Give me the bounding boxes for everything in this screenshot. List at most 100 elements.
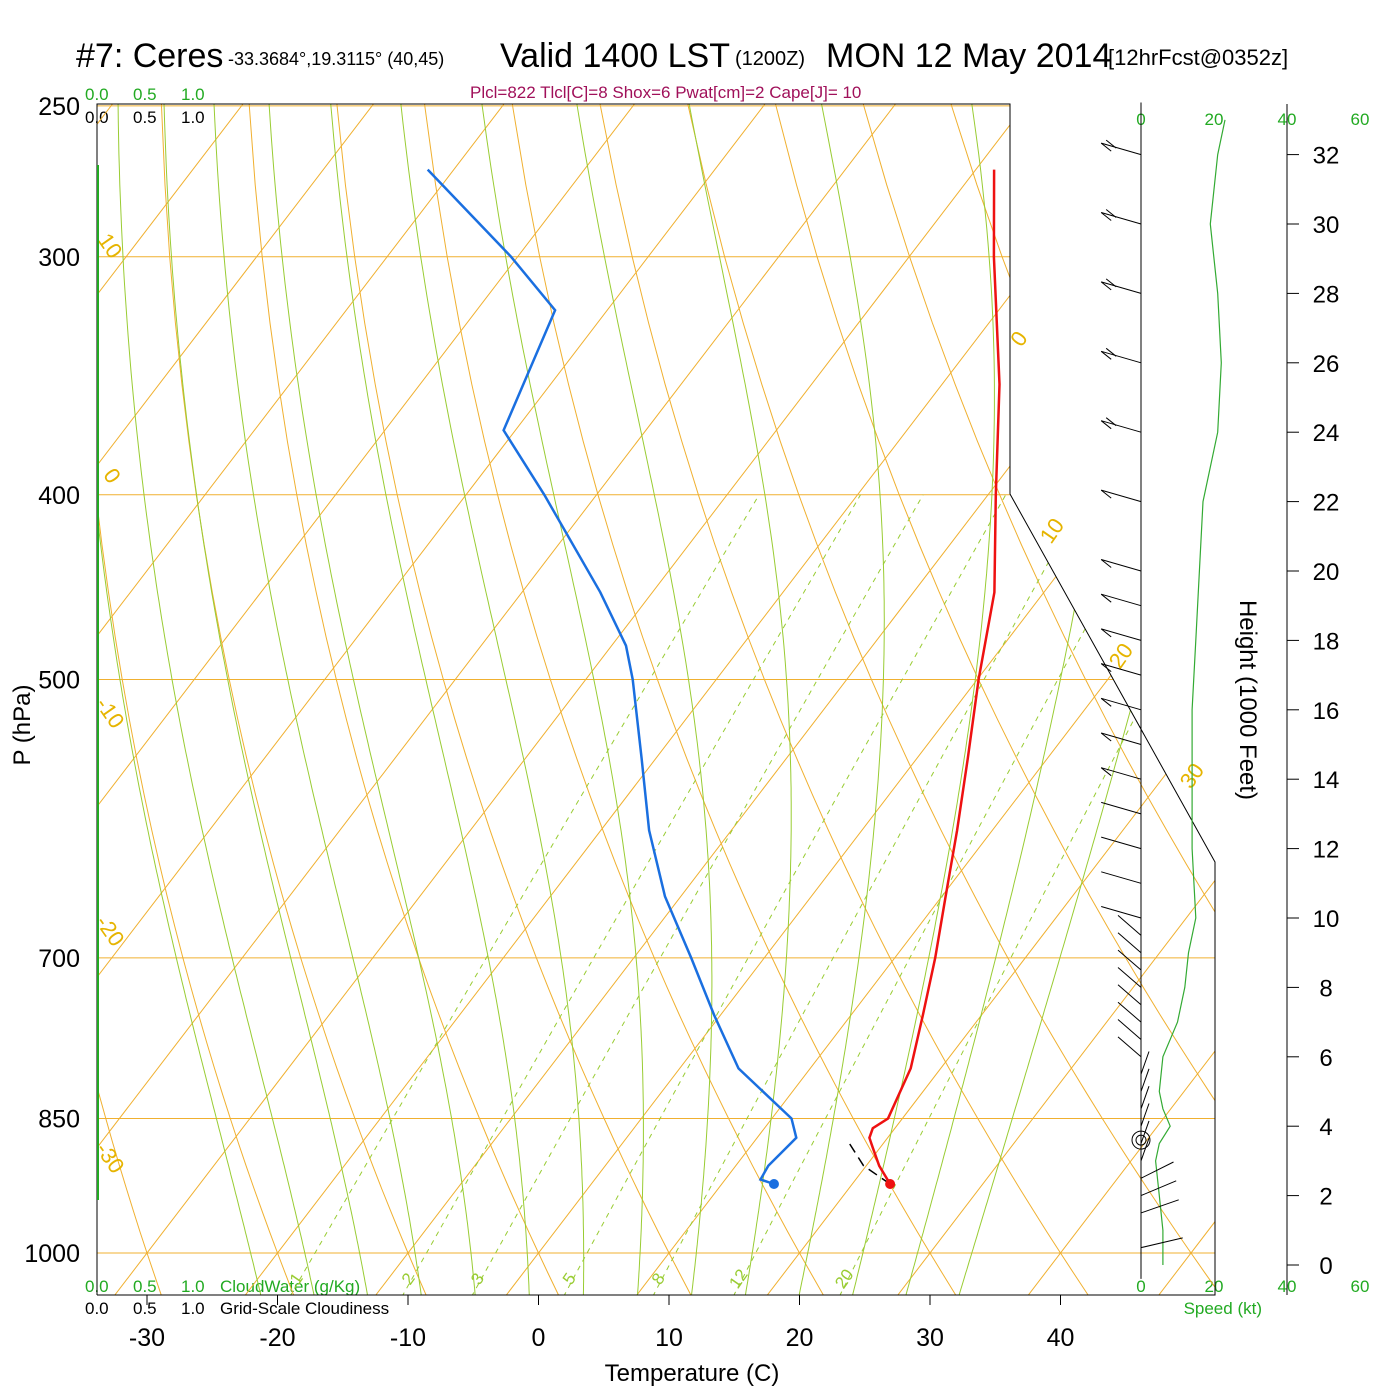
isotherm-label: 10 xyxy=(1035,514,1070,548)
dry-adiabat xyxy=(241,104,578,1295)
x-tick-label: -30 xyxy=(129,1324,165,1352)
wind-barb-flag xyxy=(1100,142,1112,152)
wind-barb xyxy=(1101,350,1142,364)
height-tick-label: 12 xyxy=(1313,837,1340,864)
height-tick-label: 30 xyxy=(1313,212,1340,239)
axis-ticks: -30 -20 -10 0 10 20 30 402503004005007008501000… xyxy=(24,93,1339,1352)
wind-barb xyxy=(1101,593,1142,607)
isotherm xyxy=(608,104,1215,1295)
wind-barb xyxy=(1117,915,1142,936)
height-tick-label: 8 xyxy=(1319,975,1332,1002)
profiles xyxy=(426,168,1001,1190)
wind-barb-flag xyxy=(1100,350,1112,360)
isotherm xyxy=(477,104,1215,1295)
isotherm xyxy=(999,104,1215,1295)
speed-axis-label: Speed (kt) xyxy=(1184,1299,1262,1318)
pressure-tick-label: 700 xyxy=(38,945,80,973)
wind-barb xyxy=(1101,559,1142,572)
cloudwater-tick-top-0: 0.0 xyxy=(85,85,109,104)
moist-adiabat xyxy=(786,104,885,1295)
wind-barb xyxy=(1140,1180,1177,1197)
cloudiness-tick-bottom-1: 0.5 xyxy=(133,1299,157,1318)
wind-barb xyxy=(1101,142,1142,156)
wind-barb xyxy=(1117,967,1142,988)
isotherm xyxy=(97,104,645,1295)
wind-barb xyxy=(1140,1051,1150,1075)
x-tick-label: 30 xyxy=(916,1324,944,1352)
pressure-tick-label: 250 xyxy=(38,93,80,121)
wind-barb-flag xyxy=(1100,212,1112,221)
y-axis-label: P (hPa) xyxy=(9,685,36,766)
station-title: #7: Ceres xyxy=(76,37,223,75)
cloudiness-tick-bottom-2: 1.0 xyxy=(181,1299,205,1318)
wind-barb-flag xyxy=(1100,281,1112,291)
height-tick-label: 20 xyxy=(1313,559,1340,586)
wind-barb xyxy=(1101,281,1142,294)
isotherm xyxy=(97,104,906,1295)
dry-adiabat xyxy=(1147,104,1215,1295)
wind-barb xyxy=(1101,489,1142,503)
dry-adiabat xyxy=(159,104,444,1295)
isotherm xyxy=(97,104,514,1295)
wind-barb-flag xyxy=(1100,663,1112,672)
speed-line xyxy=(1154,119,1226,1265)
height-tick-label: 0 xyxy=(1319,1253,1332,1280)
wind-barb xyxy=(1140,1068,1150,1092)
mixing-ratio-label: 5 xyxy=(559,1270,580,1289)
wind-barb-flag xyxy=(1100,559,1112,568)
mixing-ratio-label: 8 xyxy=(648,1270,669,1289)
dry-adiabat xyxy=(406,104,846,1295)
pressure-tick-label: 850 xyxy=(38,1106,80,1134)
speed-tick-top-1: 20 xyxy=(1205,110,1224,129)
moist-adiabat xyxy=(462,104,644,1295)
valid-time: Valid 1400 LST xyxy=(500,37,730,75)
dry-adiabat xyxy=(735,104,1215,1295)
speed-tick-bottom-0: 0 xyxy=(1136,1277,1145,1296)
pressure-tick-label: 1000 xyxy=(24,1240,80,1268)
wind-barb-flag xyxy=(1105,417,1117,427)
isotherm xyxy=(347,104,1215,1295)
moist-adiabat xyxy=(117,104,323,1295)
dry-adiabat xyxy=(653,104,1215,1295)
wind-barb-flag xyxy=(1105,278,1117,288)
pressure-tick-label: 300 xyxy=(38,244,80,272)
moist-adiabat xyxy=(385,104,585,1295)
dewpoint-line xyxy=(426,168,798,1186)
wind-barb xyxy=(1140,1103,1150,1127)
surface-dewpoint-dot xyxy=(768,1179,779,1190)
station-coords: -33.3684°,19.3115° (40,45) xyxy=(228,49,444,69)
mixing-ratio-label: 3 xyxy=(467,1270,488,1289)
wind-barb xyxy=(1140,1237,1183,1249)
cloudwater-tick-top-1: 0.5 xyxy=(133,85,157,104)
mixing-ratio-label: 2 xyxy=(398,1270,419,1289)
wind-barb-flag xyxy=(1100,593,1112,603)
height-tick-label: 18 xyxy=(1313,628,1340,655)
temperature-line xyxy=(868,169,1001,1185)
wind-barb-flag xyxy=(1100,732,1112,742)
cloudwater-tick-top-2: 1.0 xyxy=(181,85,205,104)
moist-adiabat xyxy=(97,104,270,1295)
dry-adiabat xyxy=(97,104,175,1295)
wind-barb xyxy=(1101,212,1142,225)
height-tick-label: 32 xyxy=(1313,143,1340,170)
pressure-tick-label: 500 xyxy=(38,666,80,694)
cloudiness-tick-top-2: 1.0 xyxy=(181,108,205,127)
height-tick-label: 6 xyxy=(1319,1045,1332,1072)
cloudiness-label: Grid-Scale Cloudiness xyxy=(220,1299,389,1318)
height-tick-label: 24 xyxy=(1313,420,1340,447)
pressure-tick-label: 400 xyxy=(38,482,80,510)
background-lines: 1 2 3 5 8 12 20 xyxy=(97,104,1215,1295)
wind-barb xyxy=(1140,1086,1150,1110)
wind-barb xyxy=(1101,871,1142,884)
zulu-time: (1200Z) xyxy=(735,48,805,70)
x-axis-label: Temperature (C) xyxy=(605,1360,780,1387)
x-tick-label: 40 xyxy=(1047,1324,1075,1352)
wind-barb xyxy=(1140,1199,1179,1214)
mixing-ratio-line xyxy=(269,494,760,1295)
height-tick-label: 28 xyxy=(1313,281,1340,308)
isotherm-label: 20 xyxy=(1104,639,1139,673)
wind-barb-flag xyxy=(1100,489,1112,499)
wind-barb xyxy=(1101,420,1142,433)
